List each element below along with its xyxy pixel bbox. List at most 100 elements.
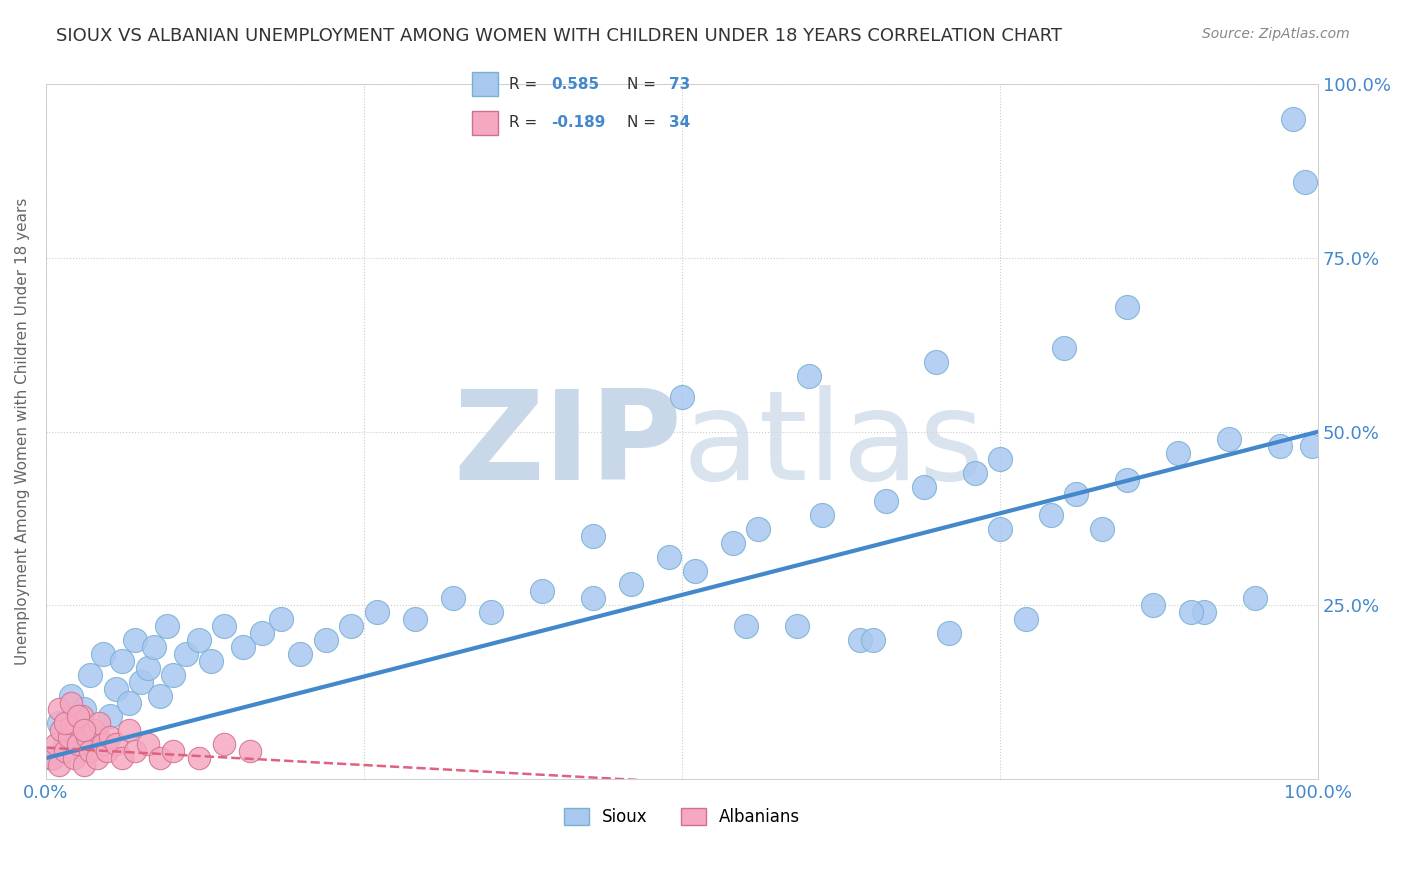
Point — [1039, 508, 1062, 522]
Point — [124, 633, 146, 648]
Text: N =: N = — [627, 115, 661, 130]
Point — [620, 577, 643, 591]
Point — [747, 522, 769, 536]
Point — [70, 709, 93, 723]
Point — [232, 640, 254, 654]
Point — [1116, 300, 1139, 314]
Text: R =: R = — [509, 77, 543, 92]
Point — [212, 737, 235, 751]
Point — [73, 758, 96, 772]
Point — [1116, 473, 1139, 487]
Text: 34: 34 — [669, 115, 690, 130]
Point — [187, 751, 209, 765]
Point — [1053, 342, 1076, 356]
Point — [96, 744, 118, 758]
Point — [315, 633, 337, 648]
Point — [582, 591, 605, 606]
Point — [849, 633, 872, 648]
Point — [1142, 599, 1164, 613]
Point — [479, 605, 502, 619]
Point — [238, 744, 260, 758]
Point — [41, 751, 63, 765]
Point — [149, 689, 172, 703]
Point — [1294, 175, 1316, 189]
Point — [187, 633, 209, 648]
Point — [671, 390, 693, 404]
Point — [212, 619, 235, 633]
Point — [58, 731, 80, 745]
Point — [988, 452, 1011, 467]
Point — [60, 689, 83, 703]
Point — [79, 744, 101, 758]
Point — [60, 696, 83, 710]
Point — [118, 723, 141, 738]
Point — [76, 731, 98, 745]
Point — [53, 737, 76, 751]
Point — [1281, 112, 1303, 127]
FancyBboxPatch shape — [472, 111, 498, 135]
Point — [66, 723, 89, 738]
Point — [48, 702, 70, 716]
Point — [143, 640, 166, 654]
Point — [1218, 432, 1240, 446]
Point — [912, 480, 935, 494]
Point — [366, 605, 388, 619]
Point — [89, 716, 111, 731]
Point — [938, 626, 960, 640]
Point — [73, 723, 96, 738]
Point — [86, 731, 108, 745]
Text: N =: N = — [627, 77, 661, 92]
Point — [734, 619, 756, 633]
Point — [683, 564, 706, 578]
Point — [48, 716, 70, 731]
Text: -0.189: -0.189 — [551, 115, 606, 130]
Point — [136, 737, 159, 751]
Point — [53, 716, 76, 731]
Text: ZIP: ZIP — [453, 385, 682, 506]
Text: 73: 73 — [669, 77, 690, 92]
Point — [41, 751, 63, 765]
Point — [875, 494, 897, 508]
Point — [48, 758, 70, 772]
Point — [582, 529, 605, 543]
Point — [1301, 439, 1323, 453]
Text: SIOUX VS ALBANIAN UNEMPLOYMENT AMONG WOMEN WITH CHILDREN UNDER 18 YEARS CORRELAT: SIOUX VS ALBANIAN UNEMPLOYMENT AMONG WOM… — [56, 27, 1063, 45]
Point — [1091, 522, 1114, 536]
Point — [1167, 445, 1189, 459]
Point — [98, 731, 121, 745]
Point — [925, 355, 948, 369]
Point — [149, 751, 172, 765]
Point — [174, 647, 197, 661]
Point — [162, 667, 184, 681]
Point — [63, 751, 86, 765]
Point — [104, 737, 127, 751]
Point — [118, 696, 141, 710]
Point — [862, 633, 884, 648]
Point — [91, 737, 114, 751]
Point — [79, 667, 101, 681]
Point — [658, 549, 681, 564]
Point — [66, 737, 89, 751]
Point — [988, 522, 1011, 536]
Point — [1192, 605, 1215, 619]
Point — [91, 647, 114, 661]
Y-axis label: Unemployment Among Women with Children Under 18 years: Unemployment Among Women with Children U… — [15, 198, 30, 665]
Point — [104, 681, 127, 696]
Point — [73, 702, 96, 716]
Point — [162, 744, 184, 758]
Point — [60, 716, 83, 731]
Point — [290, 647, 312, 661]
Point — [83, 723, 105, 738]
Point — [270, 612, 292, 626]
Point — [1180, 605, 1202, 619]
Point — [200, 654, 222, 668]
Point — [1243, 591, 1265, 606]
Point — [131, 674, 153, 689]
Text: R =: R = — [509, 115, 543, 130]
Text: 0.585: 0.585 — [551, 77, 599, 92]
Text: Source: ZipAtlas.com: Source: ZipAtlas.com — [1202, 27, 1350, 41]
Point — [66, 709, 89, 723]
Point — [136, 661, 159, 675]
Legend: Sioux, Albanians: Sioux, Albanians — [557, 802, 807, 833]
Point — [98, 709, 121, 723]
